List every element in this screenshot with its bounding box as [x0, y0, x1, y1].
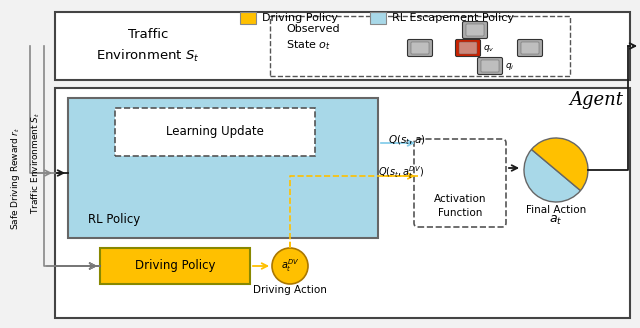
Text: Driving Action: Driving Action: [253, 285, 327, 295]
Text: RL Policy: RL Policy: [88, 214, 140, 227]
FancyBboxPatch shape: [518, 39, 543, 56]
FancyBboxPatch shape: [68, 98, 378, 238]
FancyBboxPatch shape: [477, 57, 502, 74]
Text: $Q(s_t, a)$: $Q(s_t, a)$: [388, 133, 426, 147]
Text: Activation
Function: Activation Function: [434, 195, 486, 217]
FancyBboxPatch shape: [55, 12, 630, 80]
FancyBboxPatch shape: [481, 60, 499, 72]
Wedge shape: [524, 150, 580, 202]
Text: $a_t$: $a_t$: [549, 214, 563, 227]
FancyBboxPatch shape: [240, 12, 256, 24]
Text: Learning Update: Learning Update: [166, 126, 264, 138]
FancyBboxPatch shape: [408, 39, 433, 56]
Text: Traffic Environment $S_t$: Traffic Environment $S_t$: [29, 112, 42, 214]
Text: RL Escapement Policy: RL Escapement Policy: [392, 13, 514, 23]
Wedge shape: [531, 138, 588, 191]
Text: $q_v$: $q_v$: [483, 43, 495, 53]
Text: Observed
State $o_t$: Observed State $o_t$: [286, 24, 340, 52]
FancyBboxPatch shape: [414, 139, 506, 227]
Text: $q_i$: $q_i$: [505, 60, 515, 72]
Text: Safe Driving Reward $r_t$: Safe Driving Reward $r_t$: [10, 126, 22, 230]
Text: Driving Policy: Driving Policy: [262, 13, 338, 23]
Text: Final Action: Final Action: [526, 205, 586, 215]
Circle shape: [272, 248, 308, 284]
Text: Driving Policy: Driving Policy: [135, 259, 215, 273]
FancyBboxPatch shape: [521, 42, 539, 54]
FancyBboxPatch shape: [55, 88, 630, 318]
Text: $a_t^{DV}$: $a_t^{DV}$: [280, 257, 300, 275]
Text: $Q(s_t, a_t^{DV})$: $Q(s_t, a_t^{DV})$: [378, 165, 424, 181]
FancyBboxPatch shape: [370, 12, 386, 24]
Text: Traffic
Environment $S_t$: Traffic Environment $S_t$: [96, 29, 200, 64]
Text: Agent: Agent: [569, 91, 623, 109]
FancyBboxPatch shape: [115, 108, 315, 156]
FancyBboxPatch shape: [463, 22, 488, 38]
FancyBboxPatch shape: [100, 248, 250, 284]
FancyBboxPatch shape: [270, 16, 570, 76]
FancyBboxPatch shape: [411, 42, 429, 54]
FancyBboxPatch shape: [466, 24, 484, 36]
FancyBboxPatch shape: [459, 42, 477, 54]
FancyBboxPatch shape: [456, 39, 481, 56]
